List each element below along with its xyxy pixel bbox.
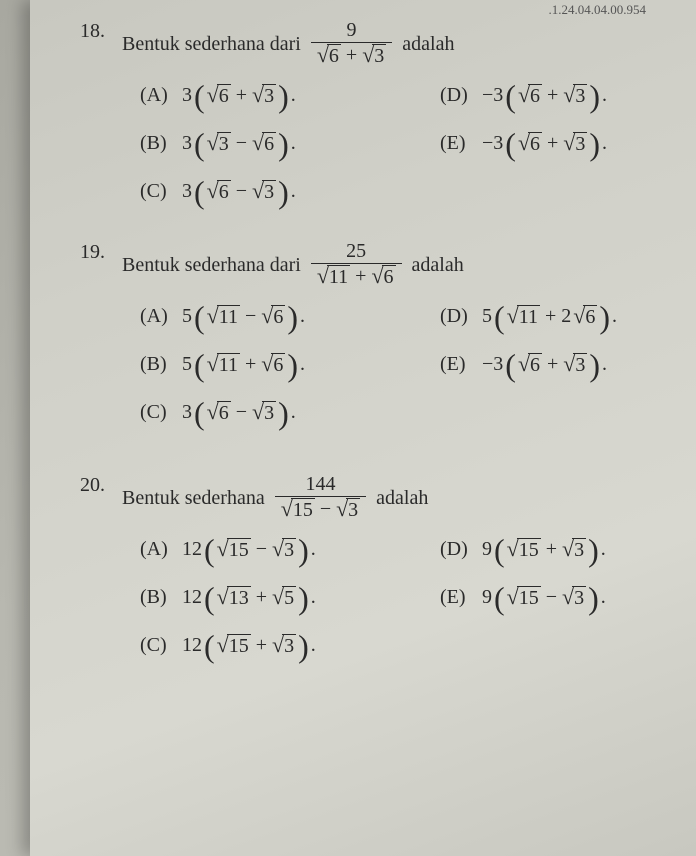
choice-b: (B) 3 ( √3 − √6 ). <box>140 121 440 165</box>
fraction: 9 √6 + √3 <box>311 20 392 67</box>
choice-label: (A) <box>140 538 182 561</box>
choice-e: (E) −3 ( √6 + √3 ). <box>440 342 656 386</box>
choice-label: (B) <box>140 586 182 609</box>
choice-b: (B) 5 ( √11 + √6 ). <box>140 342 440 386</box>
question-number: 20. <box>80 474 122 497</box>
question-stem: Bentuk sederhana dari 9 √6 + √3 adalah <box>122 20 454 67</box>
choice-label: (D) <box>440 84 482 107</box>
choice-label: (C) <box>140 634 182 657</box>
choice-label: (D) <box>440 538 482 561</box>
denominator: √6 + √3 <box>311 42 392 67</box>
choice-d: (D) 9 ( √15 + √3 ). <box>440 527 656 571</box>
choices: (A) 12 ( √15 − √3 ). (D) 9 ( √1 <box>140 527 656 667</box>
numerator: 25 <box>340 241 372 263</box>
question-number: 19. <box>80 241 122 264</box>
choices: (A) 5 ( √11 − √6 ). (D) 5 ( √11 <box>140 294 656 434</box>
fraction: 144 √15 − √3 <box>275 474 366 521</box>
choice-label: (C) <box>140 180 182 203</box>
choice-c: (C) 12 ( √15 + √3 ). <box>140 623 440 667</box>
choice-c: (C) 3 ( √6 − √3 ). <box>140 390 440 434</box>
stem-prefix: Bentuk sederhana <box>122 482 265 514</box>
choice-c: (C) 3 ( √6 − √3 ). <box>140 169 440 213</box>
stem-suffix: adalah <box>402 28 454 60</box>
choice-a: (A) 3 ( √6 + √3 ). <box>140 73 440 117</box>
denominator: √11 + √6 <box>311 263 402 288</box>
question-stem: Bentuk sederhana 144 √15 − √3 adalah <box>122 474 428 521</box>
fraction: 25 √11 + √6 <box>311 241 402 288</box>
choice-label: (D) <box>440 305 482 328</box>
choice-label: (E) <box>440 132 482 155</box>
choice-d: (D) 5 ( √11 + 2 √6 ). <box>440 294 656 338</box>
question-stem: Bentuk sederhana dari 25 √11 + √6 adalah <box>122 241 464 288</box>
question-19: 19. Bentuk sederhana dari 25 √11 + √6 ad… <box>80 241 656 434</box>
choice-e: (E) −3 ( √6 + √3 ). <box>440 121 656 165</box>
choice-e: (E) 9 ( √15 − √3 ). <box>440 575 656 619</box>
numerator: 144 <box>299 474 341 496</box>
choice-label: (A) <box>140 84 182 107</box>
choice-label: (E) <box>440 586 482 609</box>
question-18: 18. Bentuk sederhana dari 9 √6 + √3 adal… <box>80 20 656 213</box>
question-20: 20. Bentuk sederhana 144 √15 − √3 adalah… <box>80 474 656 667</box>
stem-suffix: adalah <box>412 249 464 281</box>
choices: (A) 3 ( √6 + √3 ). (D) −3 ( √6 <box>140 73 656 213</box>
choice-label: (B) <box>140 132 182 155</box>
page: .1.24.04.04.00.954 18. Bentuk sederhana … <box>30 0 696 856</box>
choice-d: (D) −3 ( √6 + √3 ). <box>440 73 656 117</box>
stem-prefix: Bentuk sederhana dari <box>122 249 301 281</box>
choice-a: (A) 5 ( √11 − √6 ). <box>140 294 440 338</box>
choice-a: (A) 12 ( √15 − √3 ). <box>140 527 440 571</box>
stem-suffix: adalah <box>376 482 428 514</box>
question-number: 18. <box>80 20 122 43</box>
choice-label: (B) <box>140 353 182 376</box>
choice-label: (A) <box>140 305 182 328</box>
choice-label: (E) <box>440 353 482 376</box>
denominator: √15 − √3 <box>275 496 366 521</box>
numerator: 9 <box>341 20 363 42</box>
stem-prefix: Bentuk sederhana dari <box>122 28 301 60</box>
header-code: .1.24.04.04.00.954 <box>549 2 647 18</box>
choice-label: (C) <box>140 401 182 424</box>
choice-b: (B) 12 ( √13 + √5 ). <box>140 575 440 619</box>
